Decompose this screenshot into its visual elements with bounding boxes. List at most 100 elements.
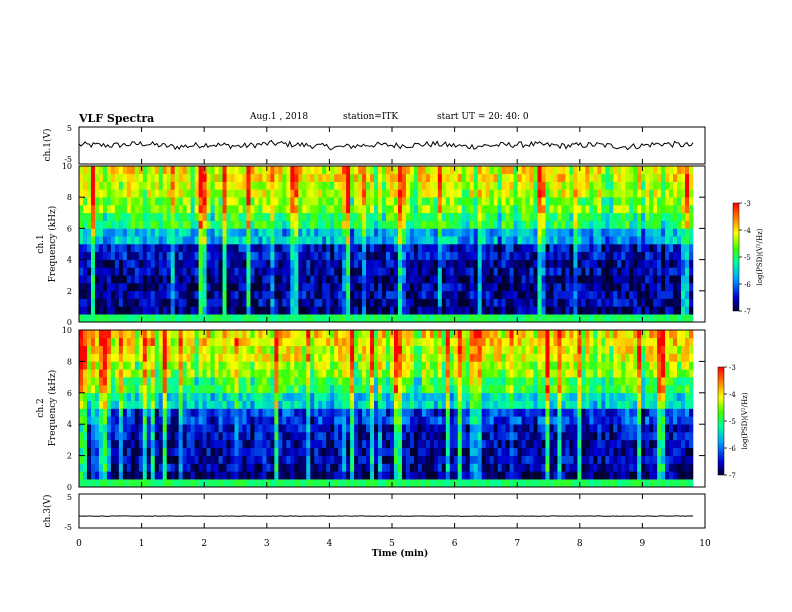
spectrogram-cell — [322, 197, 327, 206]
spectrogram-cell — [306, 361, 311, 370]
spectrogram-cell — [509, 298, 514, 307]
spectrogram-cell — [350, 251, 355, 260]
spectrogram-cell — [393, 298, 399, 307]
spectrogram-cell — [529, 306, 534, 315]
spectrogram-cell — [174, 290, 179, 299]
spectrogram-cell — [126, 306, 132, 315]
spectrogram-cell — [413, 298, 419, 307]
spectrogram-cell — [82, 290, 88, 299]
spectrogram-cell — [90, 205, 96, 214]
spectrogram-cell — [621, 181, 626, 190]
spectrogram-cell — [94, 400, 100, 409]
spectrogram-cell — [130, 432, 136, 441]
spectrogram-cell — [86, 384, 92, 394]
spectrogram-cell — [322, 416, 327, 425]
spectrogram-cell — [393, 408, 399, 417]
spectrogram-cell — [350, 244, 355, 253]
spectrogram-cell — [573, 220, 578, 229]
spectrogram-cell — [82, 455, 88, 464]
spectrogram-cell — [501, 306, 506, 315]
spectrogram-cell — [669, 173, 674, 182]
spectrogram-cell — [425, 220, 431, 229]
spectrogram-cell — [517, 275, 522, 284]
spectrogram-cell — [366, 306, 371, 315]
spectrogram-cell — [370, 361, 375, 370]
spectrogram-cell — [162, 479, 168, 488]
spectrogram-cell — [110, 455, 116, 464]
spectrogram-cell — [122, 408, 128, 417]
spectrogram-cell — [154, 408, 160, 417]
spectrogram-cell — [238, 267, 243, 276]
spectrogram-cell — [282, 377, 287, 386]
spectrogram-cell — [501, 290, 506, 299]
spectrogram-cell — [417, 377, 423, 386]
spectrogram-cell — [409, 181, 415, 190]
spectrogram-cell — [645, 290, 650, 299]
spectrogram-cell — [218, 197, 223, 206]
spectrogram-cell — [637, 189, 642, 198]
spectrogram-cell — [374, 353, 379, 362]
spectrogram-cell — [633, 173, 638, 182]
spectrogram-cell — [106, 408, 112, 417]
spectrogram-cell — [198, 283, 203, 292]
spectrogram-cell — [617, 220, 622, 229]
spectrogram-cell — [190, 267, 195, 276]
spectrogram-cell — [485, 275, 490, 284]
spectrogram-cell — [114, 439, 120, 449]
spectrogram-cell — [146, 298, 152, 307]
spectrogram-cell — [469, 267, 475, 276]
spectrogram-cell — [90, 377, 96, 386]
spectrogram-cell — [469, 283, 475, 292]
spectrogram-cell — [629, 228, 634, 237]
spectrogram-cell — [389, 306, 395, 315]
spectrogram-cell — [238, 283, 243, 292]
spectrogram-cell — [94, 220, 100, 229]
spectrogram-cell — [90, 166, 96, 175]
spectrogram-cell — [290, 439, 295, 449]
spectrogram-cell — [425, 361, 431, 370]
spectrogram-cell — [278, 290, 283, 299]
spectrogram-cell — [342, 330, 347, 339]
spectrogram-cell — [553, 228, 558, 237]
spectrogram-cell — [338, 314, 343, 323]
spectrogram-cell — [342, 306, 347, 315]
spectrogram-cell — [130, 236, 136, 245]
spectrogram-cell — [326, 463, 331, 472]
spectrogram-cell — [258, 228, 263, 237]
spectrogram-cell — [306, 447, 311, 456]
spectrogram-cell — [286, 471, 291, 480]
spectrogram-cell — [82, 275, 88, 284]
spectrogram-cell — [609, 314, 614, 323]
spectrogram-cell — [354, 345, 359, 354]
spectrogram-cell — [262, 306, 267, 315]
spectrogram-cell — [537, 166, 542, 175]
spectrogram-cell — [174, 408, 179, 417]
spectrogram-cell — [374, 471, 379, 480]
spectrogram-cell — [401, 345, 407, 354]
spectrogram-cell — [653, 306, 658, 315]
spectrogram-cell — [118, 236, 124, 245]
spectrogram-cell — [198, 369, 203, 378]
spectrogram-cell — [142, 189, 148, 198]
spectrogram-cell — [286, 205, 291, 214]
spectrogram-cell — [274, 392, 279, 401]
spectrogram-cell — [449, 220, 455, 229]
spectrogram-cell — [90, 290, 96, 299]
spectrogram-cell — [166, 384, 171, 394]
spectrogram-cell — [238, 471, 243, 480]
spectrogram-cell — [246, 400, 251, 409]
spectrogram-cell — [318, 283, 323, 292]
spectrogram-cell — [162, 384, 168, 394]
spectrogram-cell — [118, 432, 124, 441]
spectrogram-cell — [310, 424, 315, 433]
spectrogram-cell — [429, 212, 435, 221]
spectrogram-cell — [79, 290, 84, 299]
spectrogram-cell — [413, 432, 419, 441]
spectrogram-cell — [354, 416, 359, 425]
spectrogram-cell — [541, 166, 546, 175]
spectrogram-cell — [629, 251, 634, 260]
spectrogram-cell — [401, 424, 407, 433]
spectrogram-cell — [346, 369, 351, 378]
spectrogram-cell — [621, 267, 626, 276]
spectrogram-cell — [645, 181, 650, 190]
